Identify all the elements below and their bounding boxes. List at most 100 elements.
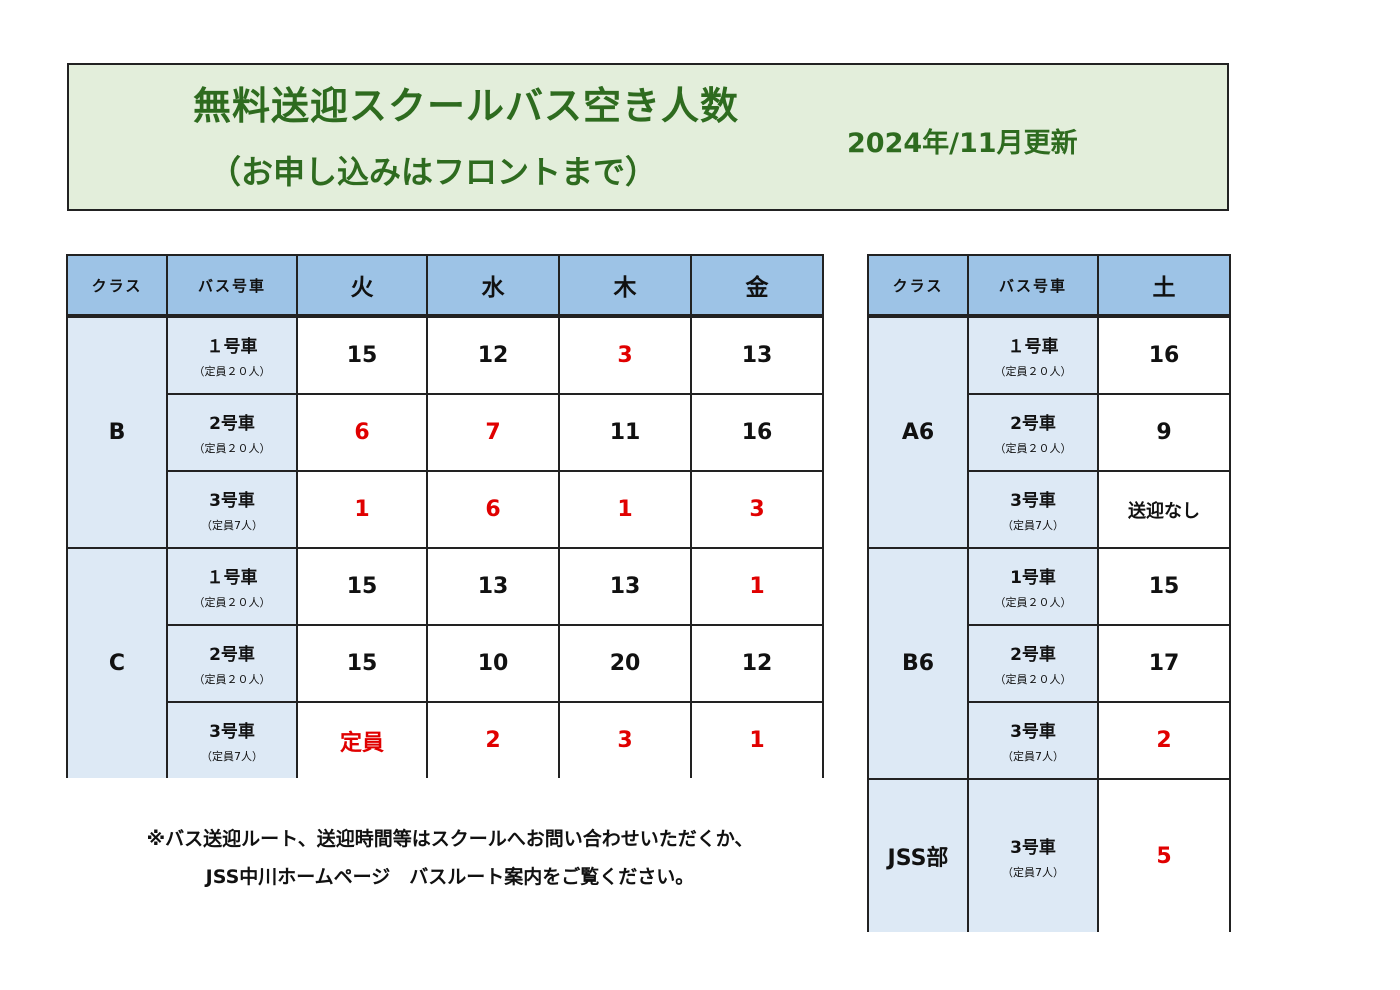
bus-name: 2号車 — [1010, 414, 1056, 434]
bus-capacity: （定員２０人） — [193, 673, 271, 686]
bus-name: 3号車 — [1010, 837, 1056, 858]
bus-cell: １号車 （定員２０人） — [168, 549, 296, 624]
title-banner: 無料送迎スクールバス空き人数 （お申し込みはフロントまで） 2024年/11月更… — [67, 63, 1229, 211]
availability-cell: 20 — [560, 626, 690, 701]
availability-cell: 13 — [560, 549, 690, 624]
availability-cell: 1 — [298, 472, 426, 547]
weekday-availability-table: クラス バス号車火水木金 B １号車 （定員２０人） 15 12 3 13 2号車 （定員２０人） 6… — [66, 254, 824, 778]
availability-value: 10 — [477, 651, 509, 676]
availability-cell: 6 — [428, 472, 558, 547]
availability-cell: 1 — [692, 703, 822, 778]
availability-cell: 2 — [428, 703, 558, 778]
bus-name: １号車 — [206, 568, 258, 588]
bus-name: １号車 — [206, 337, 258, 357]
availability-value: 6 — [354, 420, 370, 445]
availability-value: 1 — [749, 574, 765, 599]
day-header: 土 — [1152, 275, 1176, 301]
availability-value: 9 — [1156, 420, 1172, 445]
availability-value: 3 — [749, 497, 765, 522]
availability-value: 13 — [477, 574, 509, 599]
bus-name: 2号車 — [1010, 645, 1056, 665]
availability-cell: 7 — [428, 395, 558, 470]
column-header: クラス — [892, 276, 944, 295]
column-header: クラス — [91, 276, 143, 295]
availability-value: 16 — [1148, 343, 1180, 368]
availability-cell: 16 — [1099, 318, 1229, 393]
availability-cell: 12 — [692, 626, 822, 701]
day-header: 水 — [481, 275, 505, 301]
class-cell: A6 — [869, 318, 967, 547]
bus-cell: 2号車 （定員２０人） — [168, 626, 296, 701]
class-label: B6 — [901, 651, 935, 676]
availability-value: 1 — [617, 497, 633, 522]
bus-capacity: （定員7人） — [1002, 750, 1064, 763]
availability-cell: 3 — [560, 318, 690, 393]
header-cell: クラス — [869, 256, 967, 314]
class-label: JSS部 — [887, 846, 949, 871]
bus-capacity: （定員２０人） — [994, 596, 1072, 609]
bus-capacity: （定員２０人） — [193, 442, 271, 455]
header-cell: クラス — [68, 256, 166, 314]
column-header: バス号車 — [197, 276, 266, 295]
page-subtitle: （お申し込みはフロントまで） — [209, 153, 658, 191]
bus-name: 3号車 — [209, 491, 255, 511]
availability-cell: 1 — [692, 549, 822, 624]
availability-value: 送迎なし — [1128, 500, 1200, 522]
availability-value: 15 — [346, 574, 378, 599]
availability-cell: 6 — [298, 395, 426, 470]
bus-name: 3号車 — [1010, 491, 1056, 511]
availability-cell: 13 — [428, 549, 558, 624]
route-note-line1: ※バス送迎ルート、送迎時間等はスクールへお問い合わせいただくか、 — [146, 828, 754, 850]
availability-cell: 15 — [298, 626, 426, 701]
bus-cell: １号車 （定員２０人） — [168, 318, 296, 393]
availability-value: 2 — [1156, 728, 1172, 753]
bus-capacity: （定員２０人） — [193, 596, 271, 609]
availability-value: 2 — [485, 728, 501, 753]
availability-cell: 定員 — [298, 703, 426, 778]
bus-cell: 3号車 （定員7人） — [969, 703, 1097, 778]
availability-value: 15 — [346, 343, 378, 368]
bus-cell: 3号車 （定員7人） — [168, 472, 296, 547]
class-label: C — [108, 651, 126, 676]
availability-value: 1 — [749, 728, 765, 753]
availability-value: 6 — [485, 497, 501, 522]
header-cell: バス号車 — [969, 256, 1097, 314]
availability-cell: 15 — [1099, 549, 1229, 624]
availability-value: 15 — [1148, 574, 1180, 599]
availability-cell: 15 — [298, 549, 426, 624]
availability-cell: 16 — [692, 395, 822, 470]
bus-cell: 2号車 （定員２０人） — [168, 395, 296, 470]
availability-cell: 5 — [1099, 780, 1229, 932]
bus-capacity: （定員２０人） — [994, 673, 1072, 686]
class-label: B — [108, 420, 126, 445]
bus-capacity: （定員7人） — [201, 519, 263, 532]
availability-value: 13 — [609, 574, 641, 599]
availability-cell: 1 — [560, 472, 690, 547]
availability-cell: 10 — [428, 626, 558, 701]
bus-cell: 1号車 （定員２０人） — [969, 549, 1097, 624]
header-cell: 水 — [428, 256, 558, 314]
availability-cell: 3 — [560, 703, 690, 778]
bus-capacity: （定員２０人） — [994, 365, 1072, 378]
availability-value: 11 — [609, 420, 641, 445]
header-cell: 火 — [298, 256, 426, 314]
availability-cell: 3 — [692, 472, 822, 547]
bus-capacity: （定員２０人） — [994, 442, 1072, 455]
saturday-availability-table: クラス バス号車 土 A6 １号車 （定員２０人） 16 2号車 （定員２０人） 9 3号車 （定員7… — [867, 254, 1231, 932]
availability-value: 13 — [741, 343, 773, 368]
bus-name: １号車 — [1007, 337, 1059, 357]
availability-cell: 2 — [1099, 703, 1229, 778]
availability-value: 17 — [1148, 651, 1180, 676]
bus-capacity: （定員7人） — [1002, 519, 1064, 532]
updated-date: 2024年/11月更新 — [847, 128, 1078, 159]
page-title: 無料送迎スクールバス空き人数 — [193, 84, 740, 128]
availability-value: 1 — [354, 497, 370, 522]
bus-cell: 3号車 （定員7人） — [168, 703, 296, 778]
availability-value: 16 — [741, 420, 773, 445]
availability-cell: 12 — [428, 318, 558, 393]
bus-name: 3号車 — [1010, 722, 1056, 742]
header-cell: 木 — [560, 256, 690, 314]
availability-value: 12 — [741, 651, 773, 676]
availability-cell: 11 — [560, 395, 690, 470]
day-header: 金 — [745, 275, 769, 301]
